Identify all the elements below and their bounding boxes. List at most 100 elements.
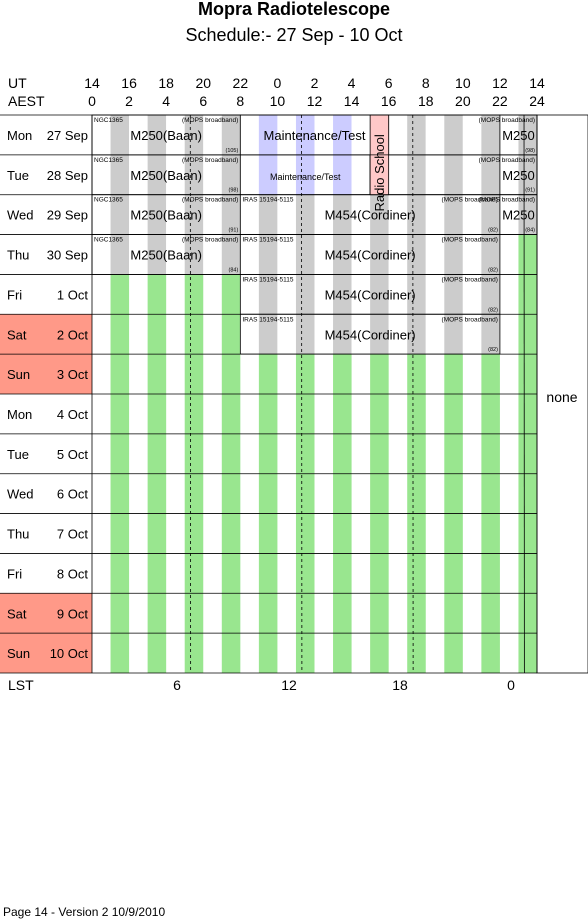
block-source: NGC1365 [94,197,123,204]
block-stripe [407,234,426,275]
block-stripe [110,115,130,155]
block-label: M250 [502,208,535,223]
block-label: M250(Baan) [130,248,202,263]
weekend-highlight [0,354,92,394]
lst-tick: 6 [173,677,181,693]
page-subtitle: Schedule:- 27 Sep - 10 Oct [185,25,402,45]
day-date: 10 Oct [50,646,89,661]
block-label: Maintenance/Test [270,172,341,182]
page-footer: Page 14 - Version 2 10/9/2010 [3,905,165,919]
ut-tick: 16 [121,75,137,91]
block-stripe [129,234,148,275]
lst-tick: 0 [507,677,515,693]
block-stripe [388,194,408,235]
ut-tick: 20 [195,75,211,91]
block-stripe [444,154,463,195]
day-name: Sat [7,606,27,621]
block-stripe [425,234,445,275]
none-box [536,114,588,674]
block-stripe [499,115,519,155]
day-date: 3 Oct [57,367,88,382]
block-stripe [388,154,408,195]
block-source: IRAS 15194-5115 [242,197,294,204]
block-stripe [407,194,426,235]
block-stripe [314,194,334,235]
ut-tick: 10 [455,75,471,91]
day-name: Sun [7,367,30,382]
block-stripe [277,154,296,195]
aest-axis-label: AEST [8,93,45,109]
ut-tick: 14 [529,75,545,91]
block-stripe [295,274,315,315]
block-stripe [277,194,296,235]
block-stripe [370,234,389,275]
block-stripe [481,154,500,195]
block-stripe [425,115,445,155]
block-stripe [147,234,167,275]
block-stripe [462,314,482,355]
day-date: 30 Sep [47,248,88,263]
block-stripe [518,115,537,155]
lst-tick: 12 [281,677,297,693]
aest-tick: 0 [88,93,96,109]
block-stripe [481,115,500,155]
day-name: Sat [7,327,27,342]
block-stripe [110,154,130,195]
block-stripe [351,115,371,155]
block-stripe [166,154,185,195]
aest-tick: 24 [529,93,545,109]
block-stripe [314,274,334,315]
block-stripe [147,194,167,235]
block-stripe [425,314,445,355]
day-date: 28 Sep [47,168,88,183]
block-stripe [147,115,167,155]
block-stripe [333,194,352,235]
block-stripe [499,194,519,235]
day-date: 29 Sep [47,208,88,223]
block-stripe [258,194,278,235]
block-stripe [481,314,500,355]
ut-tick: 8 [422,75,430,91]
block-stripe [184,194,204,235]
block-stripe [444,274,463,315]
block-stripe [258,274,278,315]
block-stripe [481,274,500,315]
day-date: 2 Oct [57,327,88,342]
block-number: (105) [225,148,238,154]
block-source: IRAS 15194-5115 [242,237,294,244]
block-stripe [351,154,371,195]
lst-tick-labels: 6 12 18 0 [173,677,515,693]
block-stripe [166,194,185,235]
aest-tick: 14 [344,93,360,109]
block-stripe [92,115,111,155]
block-stripe [314,154,334,195]
block-label: M250 [502,168,535,183]
block-stripe [333,115,352,155]
block-stripe [351,234,371,275]
day-name: Sun [7,646,30,661]
aest-tick: 12 [307,93,323,109]
day-name: Wed [7,487,34,502]
block-stripe [240,154,259,195]
page-title: Mopra Radiotelescope [198,0,390,19]
block-stripe [221,154,241,195]
block-stripe [481,194,500,235]
day-date: 7 Oct [57,527,88,542]
block-stripe [258,154,278,195]
block-stripe [333,314,352,355]
aest-tick: 8 [236,93,244,109]
block-stripe [92,154,111,195]
ut-tick: 12 [492,75,508,91]
ut-tick: 2 [311,75,319,91]
block-stripe [277,234,296,275]
ut-tick: 22 [233,75,249,91]
block-mode: (MOPS broadband) [182,237,238,244]
block-stripe [370,314,389,355]
aest-tick-labels: 0 2 4 6 8 10 12 14 16 18 20 22 24 [88,93,545,109]
block-stripe [462,234,482,275]
block-stripe [462,194,482,235]
block-number: (91) [525,188,535,194]
block-stripe [518,154,537,195]
block-stripe [258,314,278,355]
